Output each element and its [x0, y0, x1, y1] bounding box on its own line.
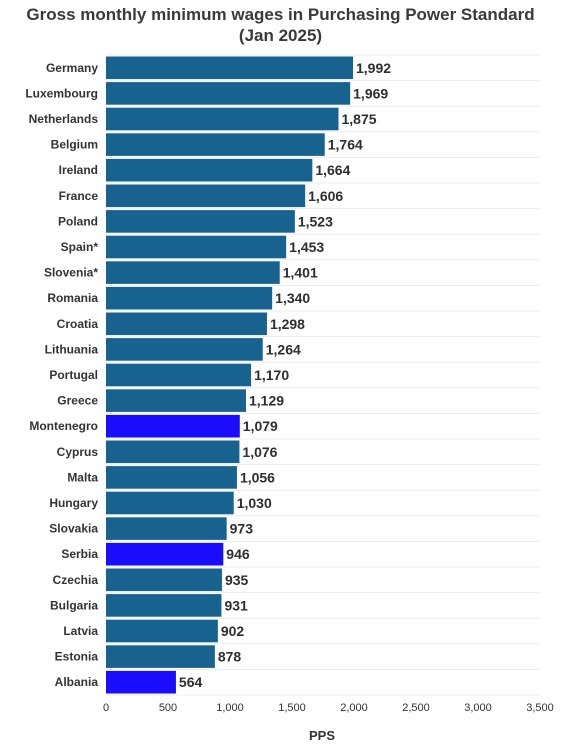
bar-estonia [106, 645, 215, 668]
bar-spain [106, 235, 287, 259]
category-label: Estonia [55, 650, 99, 664]
value-label: 1,298 [270, 316, 305, 332]
category-label: Albania [55, 675, 99, 689]
bar-croatia [106, 312, 267, 336]
category-label: Romania [47, 291, 98, 305]
value-label: 1,875 [342, 111, 377, 127]
bar-czechia [106, 568, 222, 592]
x-tick-label: 2,000 [340, 702, 368, 714]
category-label: Montenegro [29, 419, 98, 433]
bar-montenegro [106, 414, 240, 438]
value-label: 878 [218, 649, 242, 665]
category-label: Germany [46, 61, 98, 75]
x-tick-label: 3,500 [526, 702, 554, 714]
chart-title-line1: Gross monthly minimum wages in Purchasin… [26, 5, 535, 24]
value-label: 1,606 [308, 188, 343, 204]
category-label: Bulgaria [50, 598, 98, 612]
value-label: 1,030 [237, 495, 272, 511]
bar-luxembourg [106, 82, 351, 105]
value-label: 1,056 [240, 469, 275, 485]
bar-hungary [106, 491, 234, 515]
value-label: 931 [224, 597, 248, 613]
value-label: 1,453 [289, 239, 324, 255]
x-tick-label: 3,000 [464, 702, 492, 714]
value-label: 1,170 [254, 367, 289, 383]
value-label: 564 [179, 674, 203, 690]
bar-slovakia [106, 517, 227, 540]
bar-portugal [106, 363, 252, 387]
category-labels: Germany Luxembourg Netherlands Belgium Irela… [25, 61, 98, 689]
value-label: 1,079 [243, 418, 278, 434]
bar-romania [106, 286, 273, 310]
value-labels: 1,992 1,969 1,875 1,764 1,664 1,606 1,523 1,453… [179, 60, 391, 690]
x-axis-ticks: 0 500 1,000 1,500 2,000 2,500 3,000 3,500 [103, 702, 554, 714]
category-label: Croatia [57, 317, 99, 331]
value-label: 935 [225, 572, 249, 588]
bar-serbia [106, 542, 224, 566]
value-label: 1,969 [353, 85, 388, 101]
bar-greece [106, 389, 246, 412]
category-label: Czechia [53, 573, 99, 587]
x-tick-label: 500 [159, 702, 177, 714]
value-label: 902 [221, 623, 245, 639]
value-label: 1,264 [266, 341, 301, 357]
bar-latvia [106, 619, 218, 643]
chart-title-line2: (Jan 2025) [238, 26, 323, 45]
bar-belgium [106, 133, 325, 156]
category-label: Malta [67, 470, 98, 484]
x-tick-label: 2,500 [402, 702, 430, 714]
value-label: 1,076 [242, 444, 277, 460]
category-label: France [59, 189, 99, 203]
category-label: Hungary [49, 496, 98, 510]
category-label: Lithuania [45, 342, 99, 356]
bar-france [106, 184, 306, 208]
value-label: 946 [226, 546, 250, 562]
category-label: Spain* [61, 240, 99, 254]
bar-albania [106, 670, 176, 694]
bar-malta [106, 466, 237, 489]
category-label: Netherlands [29, 112, 99, 126]
category-label: Cyprus [57, 445, 99, 459]
category-label: Latvia [63, 624, 98, 638]
value-label: 1,664 [315, 162, 350, 178]
value-label: 1,401 [283, 265, 318, 281]
bar-netherlands [106, 107, 339, 131]
value-label: 1,129 [249, 393, 284, 409]
category-label: Luxembourg [25, 86, 98, 100]
x-tick-label: 1,000 [216, 702, 244, 714]
value-label: 1,764 [328, 137, 363, 153]
category-label: Serbia [61, 547, 98, 561]
chart-title: Gross monthly minimum wages in Purchasin… [0, 4, 561, 46]
bar-bulgaria [106, 594, 222, 617]
bar-ireland [106, 158, 313, 182]
grid-lines [106, 54, 540, 696]
category-label: Portugal [49, 368, 98, 382]
value-label: 1,523 [298, 213, 333, 229]
bars [106, 56, 354, 694]
x-tick-label: 0 [103, 702, 109, 714]
category-label: Belgium [51, 138, 98, 152]
category-label: Slovenia* [44, 266, 98, 280]
value-label: 1,340 [275, 290, 310, 306]
category-label: Poland [58, 214, 98, 228]
category-label: Greece [57, 394, 98, 408]
bar-germany [106, 56, 354, 80]
bar-poland [106, 210, 295, 233]
category-label: Ireland [59, 163, 98, 177]
bar-cyprus [106, 440, 240, 464]
x-tick-label: 1,500 [278, 702, 306, 714]
category-label: Slovakia [49, 522, 98, 536]
x-axis-title: PPS [309, 728, 335, 743]
value-label: 1,992 [356, 60, 391, 76]
bar-lithuania [106, 338, 263, 361]
value-label: 973 [230, 521, 254, 537]
bar-slovenia [106, 261, 280, 284]
